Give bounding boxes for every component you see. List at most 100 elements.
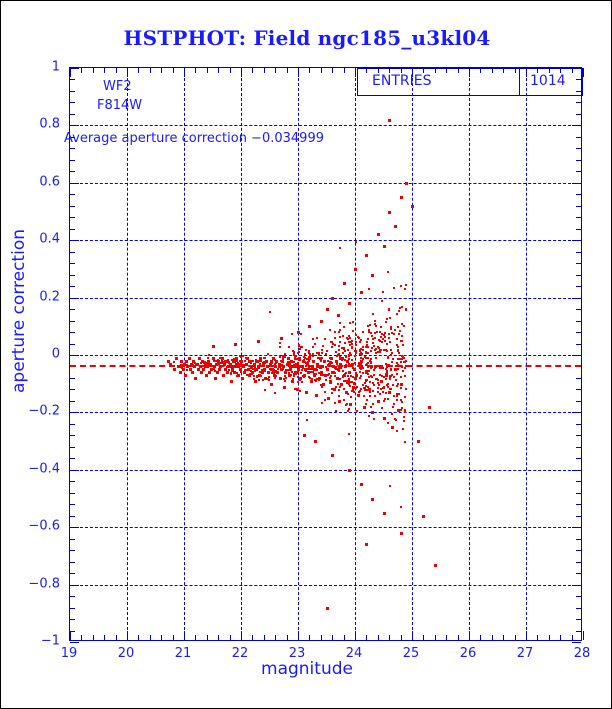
data-point	[228, 362, 232, 366]
data-point	[341, 335, 344, 338]
data-point	[196, 368, 200, 372]
data-point	[394, 418, 397, 421]
data-point	[333, 374, 336, 377]
data-point	[368, 330, 371, 333]
data-point	[304, 364, 307, 367]
axis-tick	[377, 68, 379, 73]
axis-tick	[241, 68, 242, 77]
axis-tick	[70, 492, 75, 494]
data-point	[362, 367, 365, 370]
data-point	[345, 371, 348, 374]
data-point	[173, 361, 176, 364]
data-point	[383, 333, 386, 336]
axis-tick	[70, 90, 75, 92]
axis-tick	[320, 635, 322, 640]
data-point	[308, 375, 311, 378]
data-point	[346, 381, 349, 384]
data-point	[240, 370, 243, 373]
data-point	[335, 351, 338, 354]
data-point	[287, 360, 290, 363]
data-point	[360, 339, 363, 341]
data-point	[354, 354, 357, 357]
data-point	[385, 349, 388, 352]
data-point	[331, 388, 334, 391]
data-point	[401, 339, 404, 342]
data-point	[405, 181, 409, 185]
data-point	[382, 417, 386, 421]
data-point	[283, 375, 286, 378]
data-point	[372, 402, 374, 405]
data-point	[233, 366, 236, 369]
data-point	[297, 368, 300, 372]
data-point	[359, 349, 362, 352]
data-point	[390, 352, 393, 355]
data-point	[404, 375, 407, 377]
axis-tick	[576, 607, 581, 609]
axis-tick	[252, 635, 254, 640]
axis-tick	[70, 251, 75, 253]
data-point	[245, 357, 248, 360]
data-point	[403, 395, 406, 398]
data-point	[334, 330, 337, 333]
data-point	[361, 346, 364, 349]
data-point	[173, 368, 177, 372]
data-point	[322, 382, 326, 386]
axis-tick	[115, 68, 117, 73]
data-point	[295, 372, 298, 375]
data-point	[391, 360, 394, 363]
axis-tick	[389, 635, 391, 640]
data-point	[212, 365, 215, 368]
data-point	[397, 393, 400, 396]
data-point	[189, 362, 193, 366]
data-point	[251, 367, 254, 370]
data-point	[300, 332, 303, 335]
data-point	[396, 346, 399, 349]
axis-tick	[400, 68, 402, 73]
data-point	[363, 388, 366, 391]
data-point	[379, 373, 382, 376]
data-point	[386, 422, 389, 425]
data-point	[253, 364, 256, 367]
plot-area: WF2 F814W Average aperture correction −0…	[64, 67, 584, 643]
data-point	[259, 363, 262, 366]
data-point	[263, 376, 267, 380]
data-point	[333, 372, 336, 375]
axis-tick	[576, 435, 581, 437]
data-point	[282, 365, 286, 369]
data-point	[270, 369, 273, 372]
data-point	[203, 362, 206, 365]
data-point	[300, 380, 303, 383]
data-point	[360, 363, 363, 366]
axis-tick	[70, 309, 75, 311]
data-point	[249, 361, 252, 364]
data-point	[256, 375, 259, 378]
axis-tick	[70, 263, 75, 265]
data-point	[352, 320, 355, 323]
data-point	[405, 308, 408, 311]
data-point	[396, 349, 399, 352]
data-point	[359, 348, 362, 351]
data-point	[273, 365, 276, 368]
data-point	[299, 348, 302, 351]
data-point	[254, 361, 257, 364]
axis-tick	[70, 504, 75, 506]
data-point	[229, 379, 233, 383]
axis-tick	[576, 515, 581, 517]
data-point	[204, 365, 207, 368]
data-point	[297, 344, 300, 347]
data-point	[348, 371, 351, 374]
data-point	[252, 374, 255, 377]
data-point	[239, 359, 242, 362]
data-point	[246, 368, 249, 371]
data-point	[388, 391, 391, 394]
data-point	[307, 350, 310, 353]
axis-tick	[70, 113, 75, 115]
data-point	[387, 355, 390, 358]
axis-tick	[576, 492, 581, 494]
data-point	[337, 394, 340, 397]
data-point	[389, 485, 392, 488]
data-point	[331, 454, 335, 458]
data-point	[388, 374, 391, 377]
data-point	[291, 359, 294, 362]
x-tick-label: 28	[573, 646, 591, 661]
